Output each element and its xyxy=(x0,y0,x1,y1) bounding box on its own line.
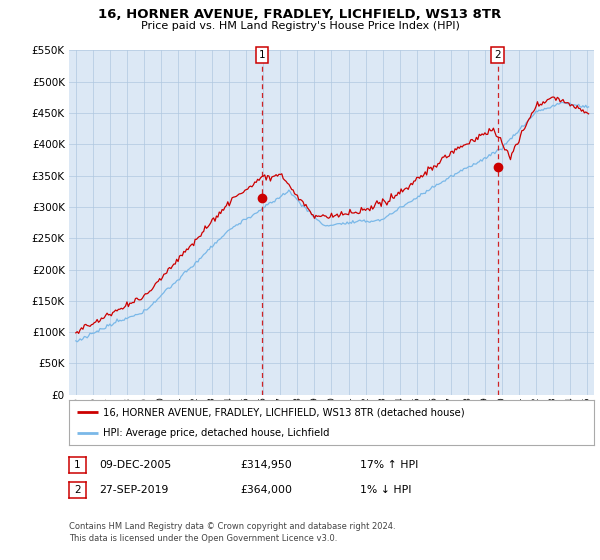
Text: 17% ↑ HPI: 17% ↑ HPI xyxy=(360,460,418,470)
Text: 1: 1 xyxy=(74,460,81,470)
Text: 1: 1 xyxy=(259,50,265,60)
Text: £364,000: £364,000 xyxy=(240,485,292,495)
Text: 2: 2 xyxy=(74,485,81,495)
Text: 2: 2 xyxy=(494,50,501,60)
Text: 16, HORNER AVENUE, FRADLEY, LICHFIELD, WS13 8TR: 16, HORNER AVENUE, FRADLEY, LICHFIELD, W… xyxy=(98,8,502,21)
Text: 16, HORNER AVENUE, FRADLEY, LICHFIELD, WS13 8TR (detached house): 16, HORNER AVENUE, FRADLEY, LICHFIELD, W… xyxy=(103,408,465,418)
Text: 27-SEP-2019: 27-SEP-2019 xyxy=(99,485,169,495)
Text: Contains HM Land Registry data © Crown copyright and database right 2024.
This d: Contains HM Land Registry data © Crown c… xyxy=(69,522,395,543)
Text: £314,950: £314,950 xyxy=(240,460,292,470)
Text: Price paid vs. HM Land Registry's House Price Index (HPI): Price paid vs. HM Land Registry's House … xyxy=(140,21,460,31)
Text: 09-DEC-2005: 09-DEC-2005 xyxy=(99,460,171,470)
Text: HPI: Average price, detached house, Lichfield: HPI: Average price, detached house, Lich… xyxy=(103,428,329,438)
Text: 1% ↓ HPI: 1% ↓ HPI xyxy=(360,485,412,495)
